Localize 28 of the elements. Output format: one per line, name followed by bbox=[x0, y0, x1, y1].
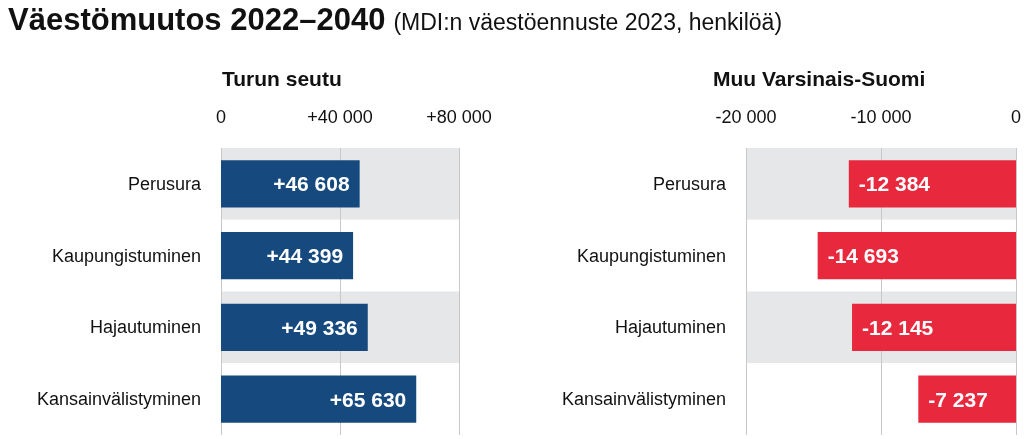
x-tick-label: 0 bbox=[1010, 107, 1021, 127]
bar bbox=[221, 303, 368, 352]
x-tick-label: +40 000 bbox=[307, 107, 373, 127]
x-tick-label: +80 000 bbox=[426, 107, 492, 127]
bar bbox=[221, 160, 360, 208]
text: Väestömuutos 2022–2040 bbox=[8, 2, 386, 37]
data-label: +65 630 bbox=[329, 387, 407, 411]
y-tick-label: Hajautuminen bbox=[89, 317, 201, 338]
data-label: -12 145 bbox=[862, 315, 934, 339]
y-tick-label: Kansainvälistyminen bbox=[36, 389, 201, 410]
y-tick-label: Perusura bbox=[652, 173, 727, 194]
text: (MDI:n väestöennuste 2023, henkilöä) bbox=[393, 9, 783, 35]
data-label: +46 608 bbox=[273, 172, 350, 196]
chart-title: Muu Varsinais-Suomi bbox=[713, 67, 926, 90]
data-label: -14 693 bbox=[827, 244, 899, 268]
chart-title: Turun seutu bbox=[222, 67, 342, 90]
data-label: +49 336 bbox=[281, 315, 358, 339]
x-tick-label: 0 bbox=[215, 107, 227, 127]
y-tick-label: Perusura bbox=[127, 173, 202, 194]
data-label: -12 384 bbox=[858, 172, 931, 196]
data-label: +44 399 bbox=[266, 244, 344, 268]
y-tick-label: Kansainvälistyminen bbox=[561, 389, 726, 410]
x-tick-label: -10 000 bbox=[850, 107, 912, 127]
y-tick-label: Hajautuminen bbox=[614, 317, 726, 338]
y-tick-label: Kaupungistuminen bbox=[51, 245, 201, 266]
y-tick-label: Kaupungistuminen bbox=[576, 245, 726, 266]
data-label: -7 237 bbox=[928, 387, 988, 411]
x-tick-label: -20 000 bbox=[715, 107, 777, 127]
